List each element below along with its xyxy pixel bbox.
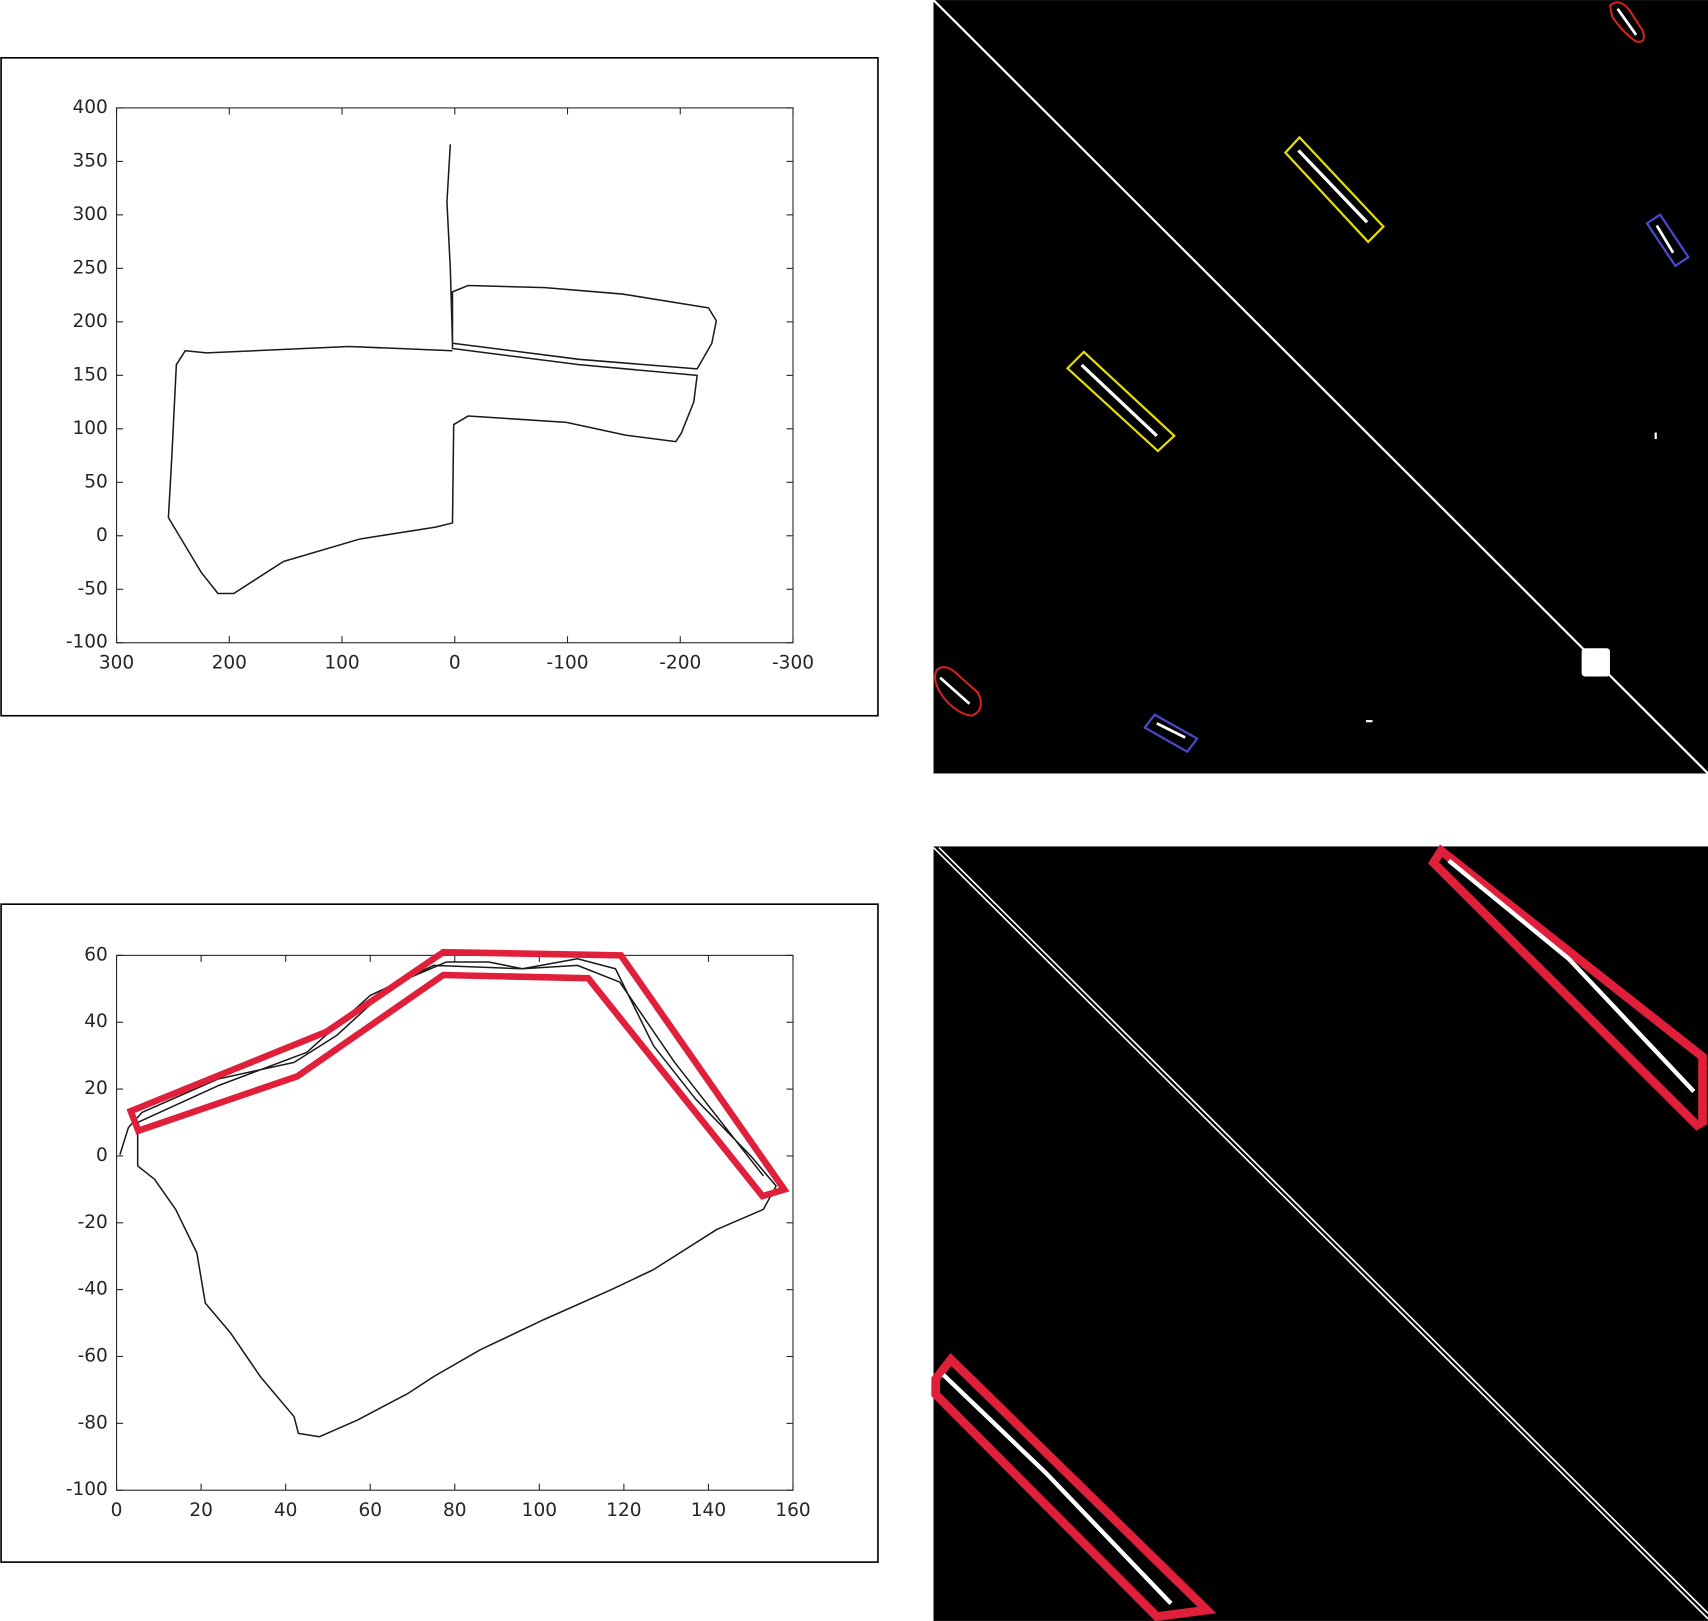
similarity-matrix <box>932 0 1708 775</box>
x-tick-label: -300 <box>772 652 814 673</box>
x-tick-label: 120 <box>606 1500 641 1521</box>
y-tick-label: 250 <box>73 257 108 278</box>
trajectory-line <box>167 144 718 595</box>
x-tick-label: 100 <box>324 652 359 673</box>
y-tick-label: -80 <box>78 1412 108 1433</box>
x-tick-label: 0 <box>449 652 461 673</box>
x-tick-label: 20 <box>189 1500 213 1521</box>
plots: 300 200 100 0 -100 -200 -300-100-5005010015020… <box>66 97 814 1521</box>
x-tick-label: 300 <box>99 652 134 673</box>
y-tick-label: 60 <box>84 944 108 965</box>
y-tick-label: 200 <box>73 311 108 332</box>
y-tick-label: -20 <box>78 1212 108 1233</box>
x-tick-label: 40 <box>274 1500 298 1521</box>
x-tick-label: 200 <box>212 652 247 673</box>
x-tick-label: 80 <box>443 1500 467 1521</box>
y-tick-label: -50 <box>78 578 108 599</box>
y-tick-label: 0 <box>96 1145 108 1166</box>
highlight-box <box>126 948 790 1200</box>
y-tick-label: 20 <box>84 1078 108 1099</box>
x-tick-label: -100 <box>547 652 589 673</box>
y-tick-label: 100 <box>73 418 108 439</box>
y-tick-label: -60 <box>78 1346 108 1367</box>
y-tick-label: -100 <box>66 632 108 653</box>
x-tick-label: 60 <box>358 1500 382 1521</box>
x-tick-label: 100 <box>522 1500 557 1521</box>
x-tick-label: -200 <box>659 652 701 673</box>
y-tick-label: 0 <box>96 525 108 546</box>
y-tick-label: 50 <box>84 471 108 492</box>
x-tick-label: 140 <box>691 1500 726 1521</box>
y-tick-label: 400 <box>73 97 108 118</box>
trajectory-line <box>119 957 777 1438</box>
y-tick-label: 300 <box>73 204 108 225</box>
x-tick-label: 160 <box>775 1500 810 1521</box>
y-tick-label: -100 <box>66 1479 108 1500</box>
axes-box <box>116 954 794 1491</box>
y-tick-label: 150 <box>73 364 108 385</box>
similarity-matrix <box>931 844 1708 1621</box>
y-tick-label: 350 <box>73 150 108 171</box>
y-tick-label: 40 <box>84 1011 108 1032</box>
x-tick-label: 0 <box>111 1500 123 1521</box>
y-tick-label: -40 <box>78 1279 108 1300</box>
